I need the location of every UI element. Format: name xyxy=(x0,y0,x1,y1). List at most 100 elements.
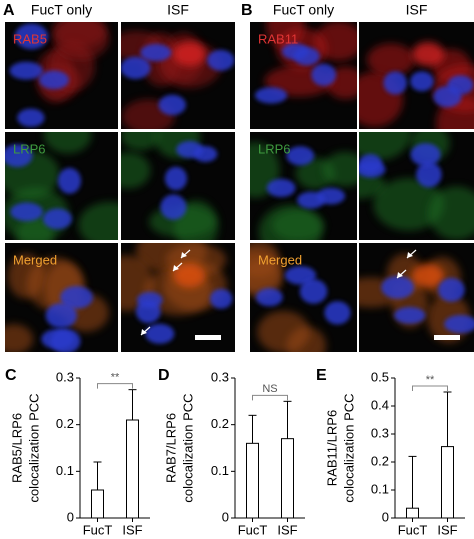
nucleus xyxy=(176,141,204,159)
cytoplasm xyxy=(121,152,151,189)
micrograph xyxy=(121,22,235,129)
nucleus xyxy=(394,306,426,324)
y-tick-label: 0.5 xyxy=(371,369,389,384)
cytoplasm xyxy=(52,22,110,60)
y-tick-label: 0.3 xyxy=(56,369,74,384)
nucleus xyxy=(297,191,325,209)
panel-label: E xyxy=(316,367,327,384)
nucleus xyxy=(10,202,44,222)
column-header: FucT only xyxy=(31,2,92,18)
bar xyxy=(406,507,419,519)
nucleus xyxy=(160,194,187,220)
x-tick-label: FucT xyxy=(398,522,428,537)
nucleus xyxy=(286,146,315,166)
nucleus xyxy=(45,302,78,329)
cytoplasm xyxy=(373,178,445,231)
y-axis-label: colocalization PCC xyxy=(341,393,356,502)
nucleus xyxy=(381,275,415,299)
cells xyxy=(121,30,235,129)
micrograph xyxy=(121,243,235,352)
y-axis-label: colocalization PCC xyxy=(26,393,41,502)
bar xyxy=(281,438,294,519)
significance-bracket xyxy=(412,385,448,391)
cells xyxy=(250,243,351,352)
nucleus xyxy=(293,47,320,66)
nucleus xyxy=(158,94,186,116)
nucleus xyxy=(209,288,233,309)
cytoplasm xyxy=(257,310,310,352)
nucleus xyxy=(38,70,70,90)
signal xyxy=(412,42,444,67)
micrograph xyxy=(250,243,357,352)
y-axis-label: RAB7/LRP6 xyxy=(163,413,178,483)
signal xyxy=(412,263,444,288)
column-header: ISF xyxy=(167,2,189,18)
cytoplasm xyxy=(366,43,415,76)
nucleus xyxy=(444,314,474,334)
nucleus xyxy=(433,86,462,108)
channel-label: LRP6 xyxy=(13,141,46,156)
y-tick-label: 0.4 xyxy=(371,397,389,412)
channel-label: Merged xyxy=(13,252,57,267)
nucleus xyxy=(17,108,45,127)
cells xyxy=(254,22,357,104)
channel-label: LRP6 xyxy=(258,141,291,156)
micrograph xyxy=(250,132,357,240)
micrograph xyxy=(359,22,474,129)
arrow-head xyxy=(141,329,147,335)
scale-bar xyxy=(434,335,460,340)
significance-label: NS xyxy=(262,383,277,395)
arrow-head xyxy=(397,272,403,278)
nucleus xyxy=(164,166,187,191)
channel-label: Merged xyxy=(258,252,302,267)
micrograph xyxy=(5,22,118,129)
x-tick-label: ISF xyxy=(122,522,142,537)
nucleus xyxy=(254,87,288,104)
nucleus xyxy=(359,153,383,174)
cytoplasm xyxy=(272,210,325,240)
cytoplasm xyxy=(5,324,34,352)
y-tick-label: 0.2 xyxy=(371,453,389,468)
cytoplasm xyxy=(78,201,118,240)
y-tick-label: 0.2 xyxy=(211,416,229,431)
cytoplasm xyxy=(428,186,474,240)
signal xyxy=(173,263,206,288)
nucleus xyxy=(416,161,442,188)
nucleus xyxy=(255,288,283,307)
y-tick-label: 0.1 xyxy=(371,481,389,496)
y-tick-label: 0 xyxy=(222,509,229,524)
nucleus xyxy=(60,286,94,309)
micrograph xyxy=(121,132,235,240)
nucleus xyxy=(42,208,72,230)
nucleus xyxy=(299,279,328,304)
y-tick-label: 0.3 xyxy=(211,369,229,384)
nucleus xyxy=(50,328,81,352)
bar xyxy=(246,442,259,519)
nucleus xyxy=(145,323,175,344)
signal xyxy=(173,42,206,67)
channel-label: RAB11 xyxy=(258,31,298,46)
y-axis-label: colocalization PCC xyxy=(180,393,195,502)
micrograph xyxy=(5,132,118,240)
cells xyxy=(121,132,219,240)
micrograph xyxy=(359,132,474,240)
cells xyxy=(359,253,474,343)
arrow-head xyxy=(181,252,187,258)
panel-label: A xyxy=(3,2,15,19)
cells xyxy=(250,142,357,240)
bar xyxy=(91,489,104,519)
micrograph xyxy=(5,243,118,352)
nucleus xyxy=(9,61,43,80)
nucleus xyxy=(207,49,235,71)
nucleus xyxy=(140,43,172,62)
significance-label: ** xyxy=(111,372,120,384)
nucleus xyxy=(410,71,434,92)
y-axis-label: RAB5/LRP6 xyxy=(9,413,24,483)
panel-label: B xyxy=(241,2,253,19)
significance-bracket xyxy=(252,394,288,401)
column-header: ISF xyxy=(406,2,428,18)
nucleus xyxy=(438,277,465,302)
cytoplasm xyxy=(121,132,160,151)
cells xyxy=(5,132,118,240)
arrow-head xyxy=(173,265,179,271)
